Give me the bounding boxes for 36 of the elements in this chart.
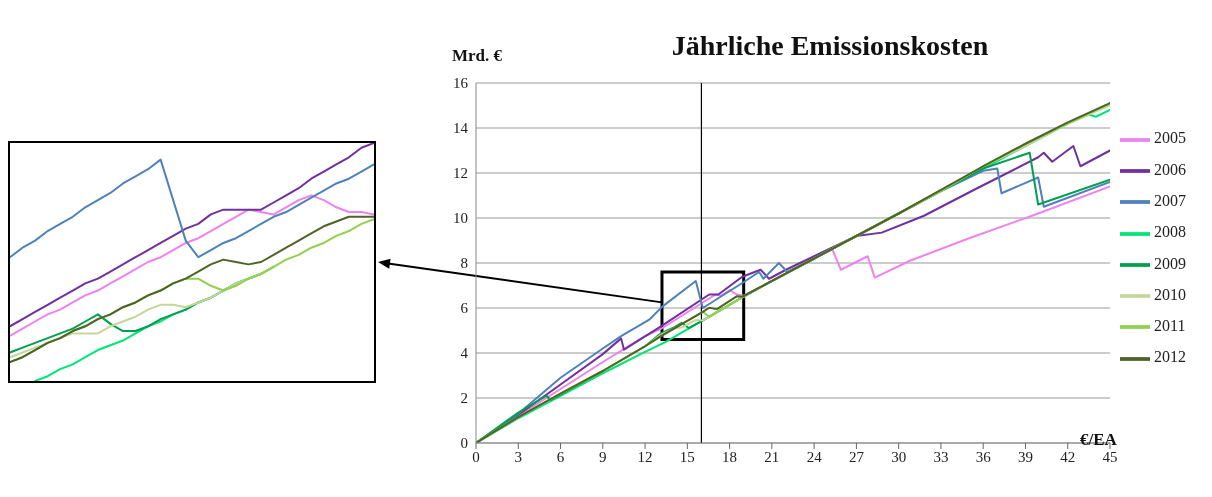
- y-tick-label: 2: [460, 390, 468, 407]
- x-tick-label: 6: [556, 448, 565, 465]
- x-tick-label: 15: [679, 448, 695, 465]
- y-axis-title: Mrd. €: [452, 46, 503, 66]
- legend-label: 2010: [1154, 285, 1186, 303]
- legend-label: 2012: [1154, 348, 1186, 366]
- y-tick-label: 8: [460, 255, 468, 272]
- x-tick-label: 3: [514, 448, 523, 465]
- legend-label: 2008: [1154, 223, 1186, 241]
- y-tick-label: 4: [460, 345, 469, 362]
- x-tick-label: 0: [472, 448, 480, 465]
- y-tick-label: 6: [460, 300, 469, 317]
- chart-title: Jährliche Emissionskosten: [670, 30, 990, 62]
- x-tick-label: 18: [722, 448, 738, 465]
- legend-label: 2006: [1154, 160, 1186, 178]
- x-tick-label: 36: [975, 448, 992, 465]
- x-tick-label: 33: [933, 448, 949, 465]
- legend-label: 2005: [1154, 129, 1186, 147]
- x-tick-label: 27: [848, 448, 865, 465]
- x-tick-label: 9: [599, 448, 607, 465]
- x-tick-label: 12: [637, 448, 653, 465]
- legend-label: 2009: [1154, 254, 1186, 272]
- y-tick-label: 12: [453, 165, 468, 182]
- x-tick-label: 39: [1017, 448, 1033, 465]
- legend-label: 2007: [1154, 191, 1186, 209]
- x-axis-title: €/EA: [1080, 430, 1117, 450]
- x-tick-label: 42: [1060, 448, 1076, 465]
- y-tick-label: 0: [460, 435, 468, 452]
- x-tick-label: 45: [1102, 448, 1118, 465]
- legend-label: 2011: [1154, 317, 1186, 335]
- y-tick-label: 14: [453, 120, 469, 137]
- y-tick-label: 16: [453, 75, 469, 92]
- x-tick-label: 21: [764, 448, 780, 465]
- x-tick-label: 24: [806, 448, 823, 465]
- y-tick-label: 10: [453, 210, 468, 227]
- x-tick-label: 30: [891, 448, 907, 465]
